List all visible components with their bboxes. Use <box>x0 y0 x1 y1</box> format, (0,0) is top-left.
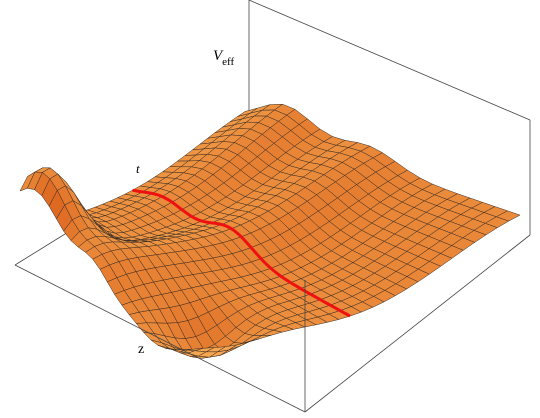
frame-edge <box>304 234 531 413</box>
surface <box>19 103 521 359</box>
surface-patch <box>172 349 192 352</box>
v-label-subscript: eff <box>222 56 234 68</box>
front-frame <box>14 234 531 413</box>
v-axis-label: Veff <box>213 48 235 68</box>
t-axis-label: t <box>136 161 140 176</box>
highlight-curve <box>132 188 351 318</box>
z-axis-label: z <box>138 342 144 357</box>
frame-edge <box>14 264 306 413</box>
v-label-base: V <box>213 48 224 64</box>
frame-edge <box>248 0 531 121</box>
